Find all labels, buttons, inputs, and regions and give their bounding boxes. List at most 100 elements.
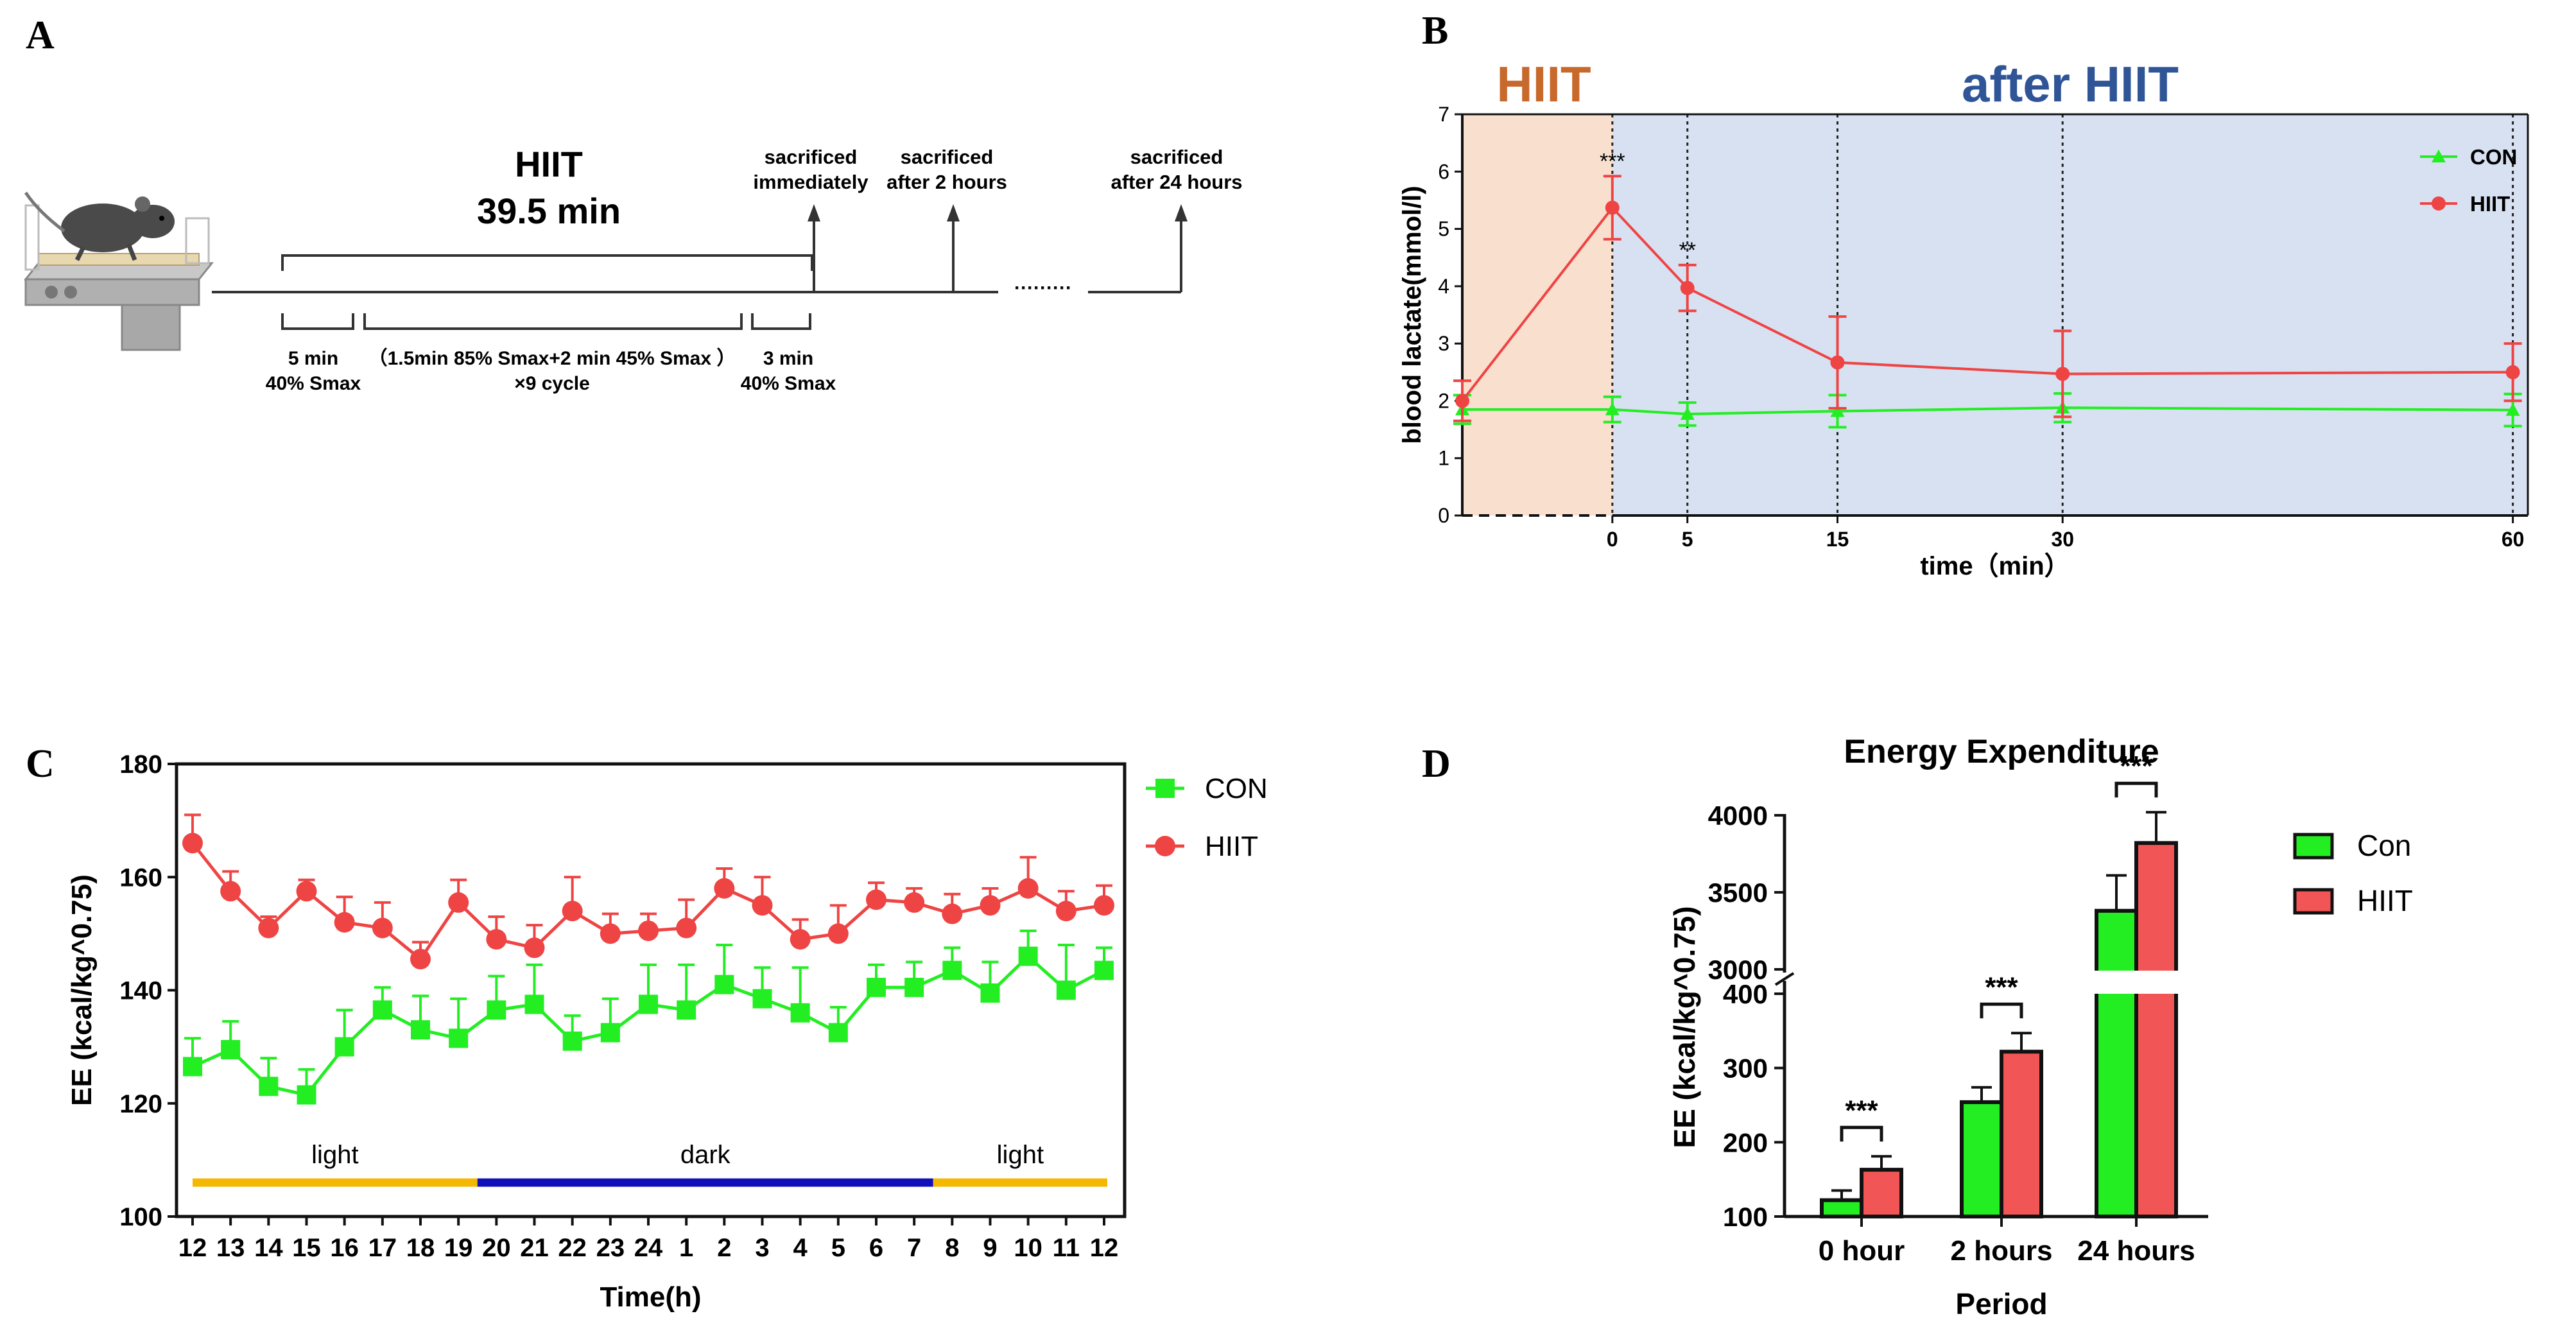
x-tick-label: 2 hours bbox=[1951, 1235, 2053, 1267]
x-tick-label: 13 bbox=[216, 1234, 245, 1262]
data-point-hiit bbox=[790, 929, 811, 950]
data-point-con bbox=[259, 1077, 279, 1096]
bar-hiit bbox=[1860, 1168, 1903, 1219]
panel-b: B HIIT after HIIT 0 1 2 3 4 5 6 7 0 5 15 30 60 time（m… bbox=[1398, 9, 2529, 580]
data-point-con bbox=[1830, 404, 1845, 417]
data-point-hiit bbox=[1605, 200, 1620, 215]
sacrifice-arrow-2h bbox=[947, 204, 960, 292]
data-point-hiit bbox=[827, 923, 849, 944]
x-tick-label: 15 bbox=[1826, 528, 1849, 551]
data-point-hiit bbox=[600, 923, 621, 944]
x-axis-title: Time(h) bbox=[600, 1281, 701, 1313]
data-point-hiit bbox=[258, 917, 279, 939]
data-point-hiit bbox=[410, 949, 431, 970]
significance-marker: *** bbox=[1985, 971, 2018, 1003]
phase-after-background bbox=[1613, 114, 2528, 515]
x-tick-label: 0 bbox=[1607, 528, 1618, 551]
x-tick-label: 18 bbox=[406, 1234, 435, 1262]
x-tick-label: 3 bbox=[755, 1234, 769, 1262]
period-label: light bbox=[997, 1141, 1044, 1169]
legend-marker-hiit bbox=[2432, 196, 2446, 211]
y-axis-title: EE (kcal/kg^0.75) bbox=[66, 874, 98, 1106]
x-tick-label: 16 bbox=[330, 1234, 359, 1262]
data-point-con bbox=[562, 1031, 582, 1051]
data-point-con bbox=[1056, 980, 1076, 1000]
data-point-con bbox=[1605, 402, 1620, 415]
legend-swatch-hiit bbox=[2293, 888, 2334, 915]
bar-hiit bbox=[2134, 841, 2178, 1218]
x-tick-label: 10 bbox=[1014, 1234, 1042, 1262]
data-point-hiit bbox=[1055, 901, 1076, 922]
timeline-ellipsis: ········· bbox=[1014, 277, 1072, 299]
x-tick-label: 0 hour bbox=[1819, 1235, 1905, 1267]
data-point-con bbox=[904, 978, 924, 998]
x-tick-label: 6 bbox=[869, 1234, 883, 1262]
y-tick-label: 180 bbox=[119, 750, 162, 779]
segment-label: 5 min bbox=[288, 348, 338, 369]
y-tick-label: 4000 bbox=[1708, 801, 1768, 831]
series-line-hiit bbox=[1461, 205, 2513, 402]
y-tick-label: 200 bbox=[1723, 1127, 1768, 1157]
phase-during-label: HIIT bbox=[1496, 56, 1591, 112]
data-point-hiit bbox=[638, 920, 659, 941]
data-point-con bbox=[1018, 946, 1038, 966]
protocol-bracket bbox=[281, 254, 813, 271]
significance-bracket bbox=[1980, 1002, 2023, 1019]
data-point-hiit bbox=[562, 901, 583, 922]
x-tick-label: 22 bbox=[558, 1234, 587, 1262]
data-point-con bbox=[639, 994, 658, 1014]
bar-break-gap bbox=[2093, 971, 2180, 994]
sacrifice-arrow-immediate bbox=[808, 204, 820, 292]
y-tick-label: 5 bbox=[1438, 218, 1449, 241]
significance-marker: ** bbox=[1679, 238, 1695, 263]
data-point-hiit bbox=[220, 881, 241, 902]
segment-label: 40% Smax bbox=[266, 373, 361, 394]
bar-con bbox=[1960, 1100, 2003, 1218]
y-tick-label: 0 bbox=[1438, 504, 1449, 527]
sacrifice-arrow-24h bbox=[1175, 204, 1188, 292]
data-point-hiit bbox=[904, 892, 925, 913]
phase-after-label: after HIIT bbox=[1962, 56, 2179, 112]
significance-bracket bbox=[2114, 781, 2158, 798]
bar-con bbox=[1820, 1198, 1863, 1219]
protocol-title: HIIT bbox=[515, 144, 583, 184]
panel-label-a: A bbox=[26, 13, 55, 57]
segment-label: 3 min bbox=[763, 348, 813, 369]
data-point-con bbox=[297, 1085, 316, 1105]
data-point-hiit bbox=[1094, 895, 1114, 916]
y-tick-label: 120 bbox=[119, 1090, 162, 1118]
x-tick-label: 2 bbox=[717, 1234, 731, 1262]
data-point-con bbox=[1680, 406, 1695, 420]
y-tick-label: 1 bbox=[1438, 447, 1449, 470]
x-tick-label: 9 bbox=[983, 1234, 997, 1262]
x-tick-label: 12 bbox=[178, 1234, 207, 1262]
bar-con bbox=[2095, 908, 2138, 1219]
data-point-hiit bbox=[1680, 281, 1695, 295]
data-point-hiit bbox=[486, 929, 507, 950]
data-point-con bbox=[942, 960, 962, 980]
panel-label-c: C bbox=[26, 742, 55, 786]
x-tick-label: 20 bbox=[482, 1234, 511, 1262]
mouse-treadmill-icon bbox=[23, 191, 214, 351]
data-point-hiit bbox=[752, 895, 773, 916]
panel-label-d: D bbox=[1422, 742, 1451, 786]
x-tick-label: 8 bbox=[945, 1234, 959, 1262]
data-point-hiit bbox=[296, 881, 317, 902]
y-tick-label: 6 bbox=[1438, 160, 1449, 183]
data-point-hiit bbox=[1017, 878, 1039, 899]
significance-marker: *** bbox=[2120, 750, 2153, 782]
data-point-hiit bbox=[1830, 355, 1845, 370]
axis-break-mark bbox=[1774, 972, 1795, 986]
segment-bracket bbox=[281, 313, 354, 330]
y-tick-label: 100 bbox=[119, 1203, 162, 1231]
series-line-con bbox=[1462, 406, 2513, 415]
y-tick-label: 7 bbox=[1438, 103, 1449, 126]
x-tick-label: 11 bbox=[1053, 1234, 1080, 1262]
segment-label: ×9 cycle bbox=[514, 373, 590, 394]
phase-during-background bbox=[1462, 114, 1613, 515]
period-label: dark bbox=[680, 1141, 731, 1169]
y-axis-title: blood lactate(mmol/l) bbox=[1398, 186, 1426, 444]
data-point-con bbox=[600, 1023, 620, 1043]
y-tick-label: 160 bbox=[119, 863, 162, 892]
